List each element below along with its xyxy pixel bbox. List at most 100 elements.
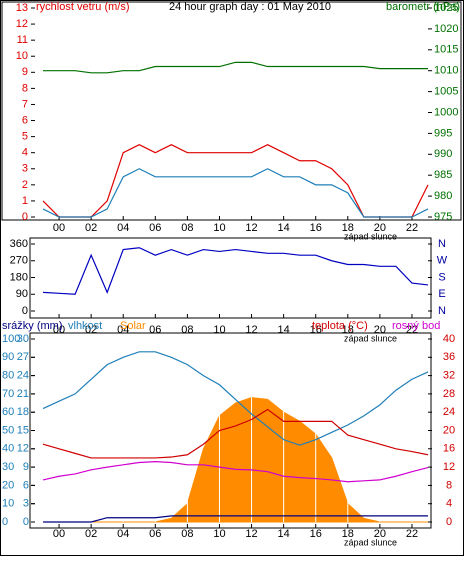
y-tick-label: 20 bbox=[2, 479, 14, 491]
legend-label: srážky (mm) bbox=[2, 320, 63, 332]
y2-tick-label: 28 bbox=[443, 388, 455, 400]
plot-frame bbox=[1, 1, 462, 221]
x-tick-label: 08 bbox=[181, 222, 193, 234]
y-tick-label: 0 bbox=[22, 305, 28, 317]
y-tick-label: 270 bbox=[10, 255, 28, 267]
y2-tick-label: N bbox=[438, 305, 446, 317]
y-tick-label: 100 bbox=[2, 333, 20, 345]
x-tick-label: 04 bbox=[117, 528, 129, 540]
y-tick-label: 50 bbox=[2, 424, 14, 436]
y2-tick-label: 20 bbox=[443, 424, 455, 436]
y3-tick-label: 3 bbox=[23, 498, 29, 510]
x-tick-label: 10 bbox=[213, 222, 225, 234]
y2-tick-label: N bbox=[438, 238, 446, 250]
y2-tick-label: 1015 bbox=[434, 44, 458, 56]
y-tick-label: 40 bbox=[2, 443, 14, 455]
y2-tick-label: 1020 bbox=[434, 23, 458, 35]
series-line bbox=[43, 515, 428, 523]
sunset-annotation: západ slunce bbox=[344, 231, 397, 241]
y2-tick-label: 995 bbox=[434, 127, 452, 139]
y-tick-label: 0 bbox=[2, 516, 8, 528]
x-tick-label: 00 bbox=[53, 222, 65, 234]
y2-tick-label: S bbox=[438, 271, 445, 283]
x-tick-label: 12 bbox=[245, 324, 257, 336]
legend-label: vlhkost bbox=[68, 320, 102, 332]
x-tick-label: 16 bbox=[310, 222, 322, 234]
y2-tick-label: 985 bbox=[434, 169, 452, 181]
legend-label: teplota (°C) bbox=[312, 320, 368, 332]
y2-tick-label: 24 bbox=[443, 406, 455, 418]
y2-tick-label: W bbox=[437, 255, 448, 267]
y3-tick-label: 9 bbox=[23, 461, 29, 473]
y-tick-label: 5 bbox=[22, 131, 28, 143]
x-tick-label: 20 bbox=[374, 528, 386, 540]
x-tick-label: 06 bbox=[149, 528, 161, 540]
y-tick-label: 90 bbox=[16, 288, 28, 300]
series-line bbox=[42, 461, 429, 483]
y2-tick-label: 4 bbox=[446, 498, 452, 510]
series-line bbox=[43, 61, 428, 74]
y-tick-label: 12 bbox=[16, 18, 28, 30]
y2-tick-label: 32 bbox=[443, 370, 455, 382]
y-tick-label: 80 bbox=[2, 370, 14, 382]
y3-tick-label: 6 bbox=[23, 479, 29, 491]
y2-tick-label: 975 bbox=[434, 211, 452, 223]
x-tick-label: 18 bbox=[342, 222, 354, 234]
y-tick-label: 360 bbox=[10, 238, 28, 250]
x-tick-label: 06 bbox=[149, 222, 161, 234]
x-tick-label: 18 bbox=[342, 528, 354, 540]
legend-label: rosný bod bbox=[392, 320, 440, 332]
y2-axis-label: barometr (hPa) bbox=[386, 1, 460, 13]
y3-tick-label: 30 bbox=[17, 333, 29, 345]
y-tick-label: 180 bbox=[10, 271, 28, 283]
y-tick-label: 10 bbox=[16, 50, 28, 62]
y-tick-label: 7 bbox=[22, 98, 28, 110]
y2-tick-label: 8 bbox=[446, 479, 452, 491]
x-tick-label: 20 bbox=[374, 222, 386, 234]
y2-tick-label: 0 bbox=[446, 516, 452, 528]
y2-tick-label: 990 bbox=[434, 148, 452, 160]
y3-tick-label: 12 bbox=[17, 443, 29, 455]
y-tick-label: 3 bbox=[22, 163, 28, 175]
x-tick-label: 10 bbox=[213, 324, 225, 336]
x-tick-label: 10 bbox=[213, 528, 225, 540]
y2-tick-label: 1005 bbox=[434, 86, 458, 98]
chart-title: 24 hour graph day : 01 May 2010 bbox=[169, 1, 331, 13]
sunset-annotation: západ slunce bbox=[344, 333, 397, 343]
y-axis-label: rychlost vetru (m/s) bbox=[36, 1, 130, 13]
x-tick-label: 04 bbox=[117, 222, 129, 234]
y-tick-label: 70 bbox=[2, 388, 14, 400]
legend-label: Solar bbox=[120, 320, 146, 332]
x-tick-label: 02 bbox=[85, 528, 97, 540]
x-tick-label: 12 bbox=[245, 528, 257, 540]
y2-tick-label: 1025 bbox=[434, 2, 458, 14]
solar-area bbox=[43, 397, 428, 523]
y3-tick-label: 24 bbox=[17, 370, 29, 382]
y3-tick-label: 15 bbox=[17, 424, 29, 436]
y-tick-label: 10 bbox=[2, 498, 14, 510]
y-tick-label: 60 bbox=[2, 406, 14, 418]
y-tick-label: 30 bbox=[2, 461, 14, 473]
x-tick-label: 06 bbox=[149, 324, 161, 336]
x-tick-label: 12 bbox=[245, 222, 257, 234]
y-tick-label: 9 bbox=[22, 66, 28, 78]
series-line bbox=[42, 408, 429, 459]
x-tick-label: 00 bbox=[53, 528, 65, 540]
y2-tick-label: 12 bbox=[443, 461, 455, 473]
x-tick-label: 22 bbox=[406, 528, 418, 540]
x-tick-label: 14 bbox=[278, 528, 290, 540]
y-tick-label: 0 bbox=[22, 211, 28, 223]
y-tick-label: 13 bbox=[16, 2, 28, 14]
x-tick-label: 22 bbox=[406, 222, 418, 234]
y-tick-label: 4 bbox=[22, 147, 28, 159]
series-line bbox=[42, 168, 429, 218]
y2-tick-label: 1000 bbox=[434, 106, 458, 118]
x-tick-label: 14 bbox=[278, 222, 290, 234]
y3-tick-label: 27 bbox=[17, 351, 29, 363]
y-tick-label: 8 bbox=[22, 82, 28, 94]
y3-tick-label: 0 bbox=[23, 516, 29, 528]
x-tick-label: 02 bbox=[85, 222, 97, 234]
y3-tick-label: 18 bbox=[17, 406, 29, 418]
y-tick-label: 90 bbox=[2, 351, 14, 363]
